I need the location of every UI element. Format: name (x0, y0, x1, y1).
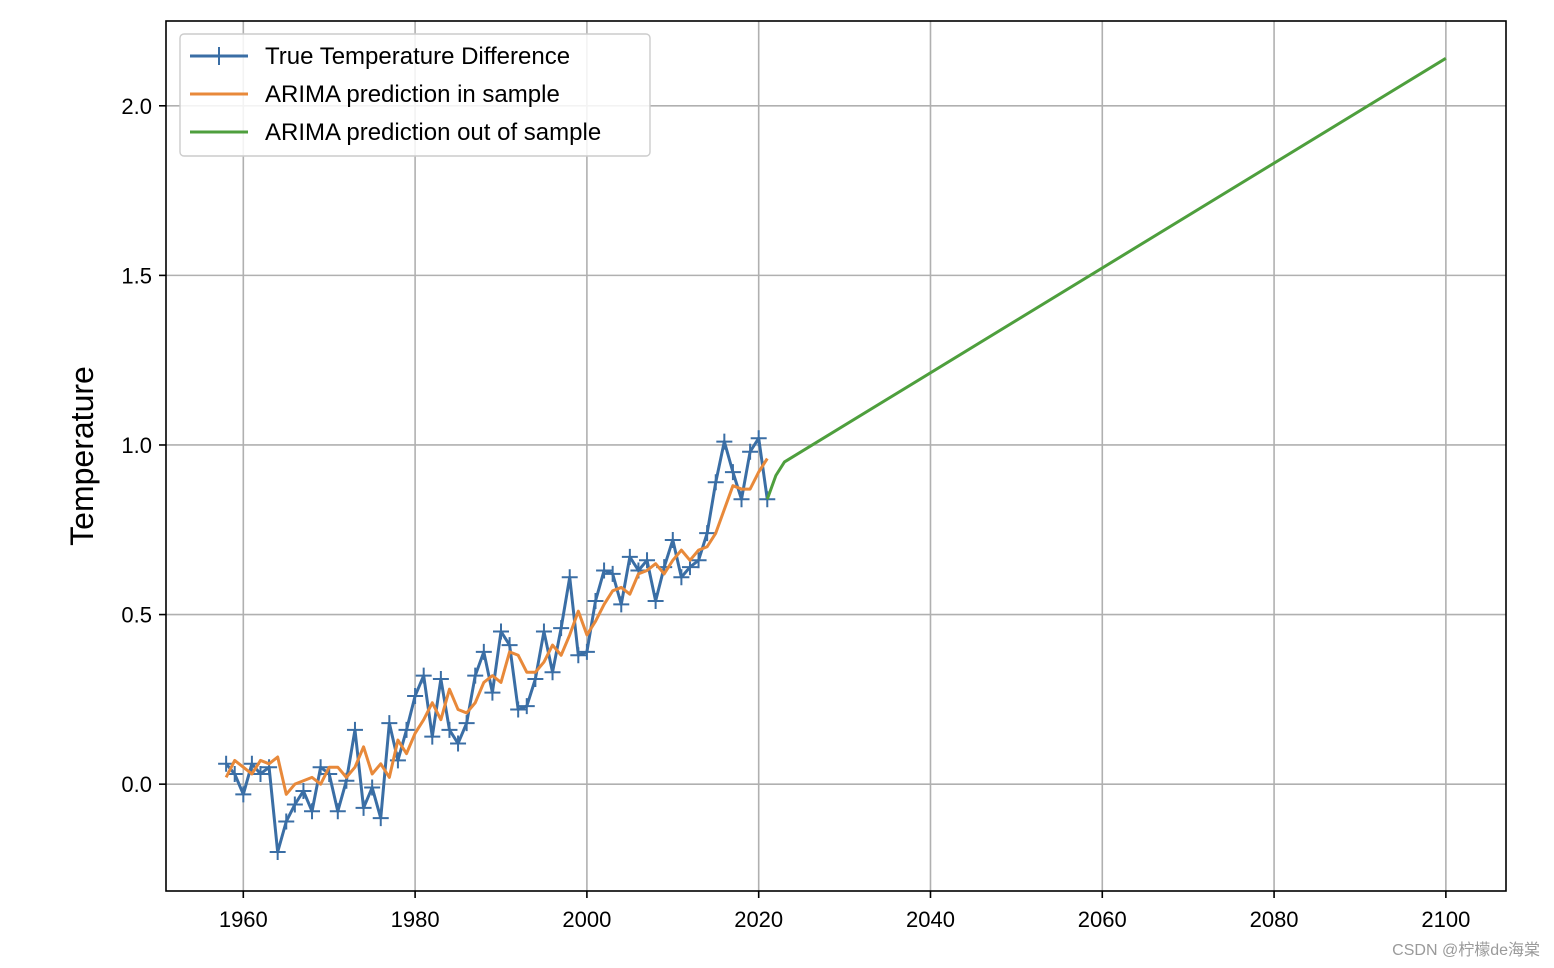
legend-label-true: True Temperature Difference (265, 43, 570, 70)
y-tick-label: 0.0 (121, 772, 152, 797)
x-tick-label: 2060 (1078, 907, 1127, 932)
legend: True Temperature Difference ARIMA predic… (179, 33, 651, 157)
x-tick-label: 2080 (1250, 907, 1299, 932)
y-tick-label: 2.0 (121, 94, 152, 119)
data-point-marker (407, 687, 424, 704)
data-point-marker (553, 620, 570, 637)
y-axis-label: Temperature (64, 366, 100, 546)
series-true-line (224, 436, 769, 854)
axis-ticks: 1960 1980 2000 2020 2040 2060 2080 2100 0.0 0.5 1.… (121, 94, 1470, 932)
x-tick-label: 2040 (906, 907, 955, 932)
data-point-marker (372, 810, 389, 827)
data-point-marker (596, 562, 613, 579)
data-point-marker (742, 443, 759, 460)
data-point-marker (441, 721, 458, 738)
x-tick-label: 2000 (562, 907, 611, 932)
data-point-marker (518, 698, 535, 715)
data-point-marker (544, 664, 561, 681)
data-point-marker (510, 701, 527, 718)
data-point-marker (458, 715, 475, 732)
data-point-marker (587, 593, 604, 609)
data-point-marker (690, 552, 707, 569)
plot-series (218, 57, 1447, 860)
data-point-marker (673, 569, 690, 586)
data-point-marker (235, 786, 252, 803)
legend-box (179, 33, 651, 157)
data-point-marker (304, 803, 321, 820)
data-point-marker (535, 623, 552, 640)
y-tick-label: 0.5 (121, 603, 152, 628)
series-in-sample-line (224, 457, 769, 796)
x-tick-label: 1980 (391, 907, 440, 932)
data-point-marker (269, 843, 286, 860)
y-tick-label: 1.5 (121, 263, 152, 288)
data-point-marker (450, 735, 467, 752)
data-point-marker (475, 643, 492, 660)
series-out-sample-line (765, 57, 1447, 500)
data-point-marker (415, 667, 432, 684)
data-point-marker (312, 759, 329, 776)
x-tick-label: 1960 (219, 907, 268, 932)
data-point-marker (570, 647, 587, 664)
data-point-marker (381, 715, 398, 732)
legend-label-in-sample: ARIMA prediction in sample (265, 81, 560, 108)
data-point-marker (329, 803, 346, 820)
data-point-marker (716, 433, 733, 450)
data-point-marker (621, 548, 638, 565)
legend-label-out-sample: ARIMA prediction out of sample (265, 119, 601, 146)
data-point-marker (432, 671, 449, 688)
data-point-marker (286, 796, 303, 813)
y-tick-label: 1.0 (121, 433, 152, 458)
watermark: CSDN @柠檬de海棠 (1392, 942, 1540, 959)
data-point-marker (261, 759, 278, 776)
data-point-marker (664, 531, 681, 548)
legend-marker-true (210, 47, 228, 65)
data-point-marker (578, 643, 595, 660)
data-point-marker (484, 684, 501, 701)
x-tick-label: 2020 (734, 907, 783, 932)
data-point-marker (561, 569, 578, 586)
data-point-marker (364, 779, 381, 796)
x-tick-label: 2100 (1421, 907, 1470, 932)
data-point-marker (604, 565, 621, 582)
data-point-marker (750, 430, 767, 447)
data-point-marker (733, 491, 750, 508)
data-point-marker (355, 799, 372, 816)
data-point-marker (467, 667, 484, 684)
data-point-marker (724, 464, 741, 481)
plot-frame (165, 20, 1507, 892)
data-point-marker (699, 525, 716, 542)
data-point-marker (398, 721, 415, 738)
data-point-marker (613, 596, 630, 613)
data-point-marker (647, 593, 664, 609)
data-point-marker (295, 782, 312, 799)
data-point-marker (639, 552, 656, 569)
data-point-marker (278, 813, 295, 830)
data-point-marker (707, 474, 724, 491)
data-point-marker (424, 728, 441, 745)
data-point-marker (252, 765, 269, 782)
grid-lines (166, 21, 1506, 891)
data-point-marker (493, 623, 509, 640)
data-point-marker (346, 721, 363, 738)
